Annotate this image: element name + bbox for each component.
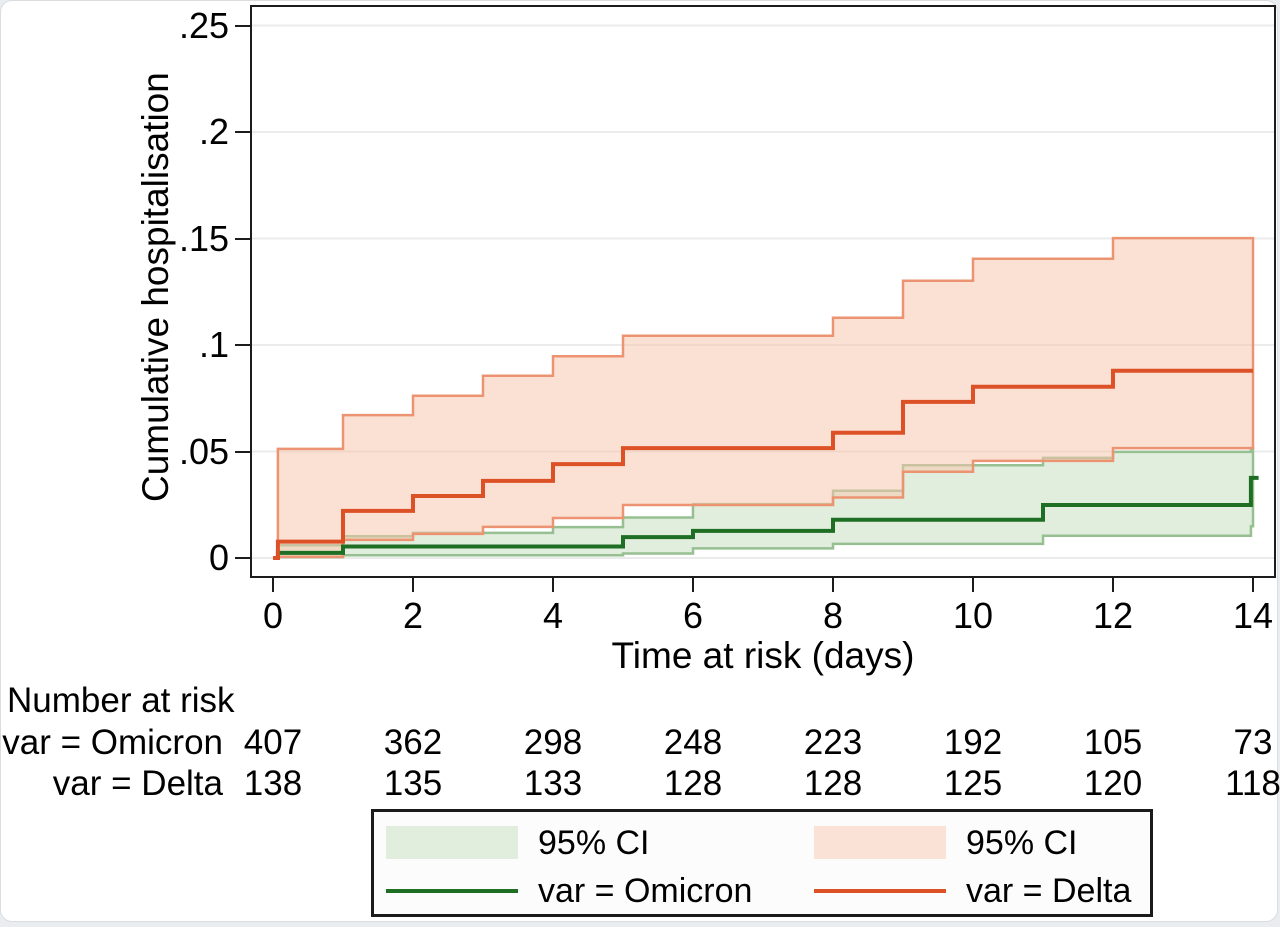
x-tick	[272, 578, 274, 592]
risk-value-var-delta: 128	[663, 764, 723, 803]
risk-value-var-omicron: 407	[243, 723, 303, 762]
risk-value-var-delta: 135	[383, 764, 443, 803]
risk-value-var-omicron: 223	[803, 723, 863, 762]
legend-label: 95% CI	[966, 823, 1078, 862]
y-tick	[235, 131, 250, 133]
y-tick	[235, 344, 250, 346]
x-tick	[972, 578, 974, 592]
x-tick-label: 4	[542, 595, 564, 636]
x-tick-label: 10	[952, 595, 994, 636]
x-tick	[1112, 578, 1114, 592]
legend-line-swatch	[814, 889, 946, 893]
x-tick	[832, 578, 834, 592]
legend-label: var = Omicron	[538, 871, 753, 910]
x-tick-label: 6	[682, 595, 704, 636]
risk-value-var-delta: 128	[803, 764, 863, 803]
x-tick-label: 0	[262, 595, 284, 636]
risk-value-var-omicron: 73	[1233, 723, 1273, 762]
risk-value-var-omicron: 192	[943, 723, 1003, 762]
risk-value-var-delta: 120	[1083, 764, 1143, 803]
risk-value-var-delta: 118	[1225, 764, 1280, 803]
x-tick-label: 12	[1092, 595, 1134, 636]
legend-label: var = Delta	[966, 871, 1132, 910]
x-tick	[412, 578, 414, 592]
y-tick	[235, 450, 250, 453]
risk-value-var-delta: 133	[523, 764, 583, 803]
y-tick-label: .25	[178, 4, 229, 46]
x-tick-label: 2	[402, 595, 424, 636]
y-tick-label: .05	[178, 430, 229, 472]
legend-line-swatch	[386, 889, 518, 893]
risk-value-var-omicron: 248	[663, 723, 723, 762]
x-axis-label: Time at risk (days)	[611, 635, 915, 676]
delta-survival-line	[273, 368, 1253, 560]
x-tick	[552, 578, 554, 592]
risk-value-var-delta: 125	[943, 764, 1003, 803]
y-tick-label: .1	[198, 324, 229, 365]
delta-ci-band	[277, 238, 1253, 557]
risk-row-label-omicron: var = Omicron	[2, 723, 223, 762]
risk-value-var-omicron: 105	[1083, 723, 1143, 762]
y-tick	[235, 557, 250, 559]
plot-area	[252, 24, 1274, 560]
y-tick-label: 0	[208, 537, 229, 578]
risk-value-var-omicron: 362	[383, 723, 443, 762]
delta-ci-band-edge	[276, 236, 1255, 559]
legend-box: 95% CI 95% CI var = Omicron var = Delta	[371, 809, 1153, 917]
x-tick-label: 14	[1232, 595, 1274, 636]
y-tick	[235, 237, 250, 240]
legend-area-swatch	[814, 826, 946, 859]
x-tick-label: 8	[822, 595, 844, 636]
risk-row-label-delta: var = Delta	[52, 764, 223, 803]
x-tick	[1252, 578, 1254, 592]
omicron-ci-band	[277, 447, 1253, 558]
legend-area-swatch	[386, 826, 518, 859]
risk-value-var-omicron: 298	[523, 723, 583, 762]
risk-table-title: Number at risk	[7, 681, 235, 720]
omicron-survival-line	[273, 475, 1259, 560]
y-tick-label: .15	[178, 217, 229, 259]
legend-label: 95% CI	[538, 823, 650, 862]
risk-value-var-delta: 138	[243, 764, 303, 803]
y-tick	[235, 24, 250, 27]
x-tick	[692, 578, 694, 592]
y-tick-label: .2	[198, 111, 229, 152]
